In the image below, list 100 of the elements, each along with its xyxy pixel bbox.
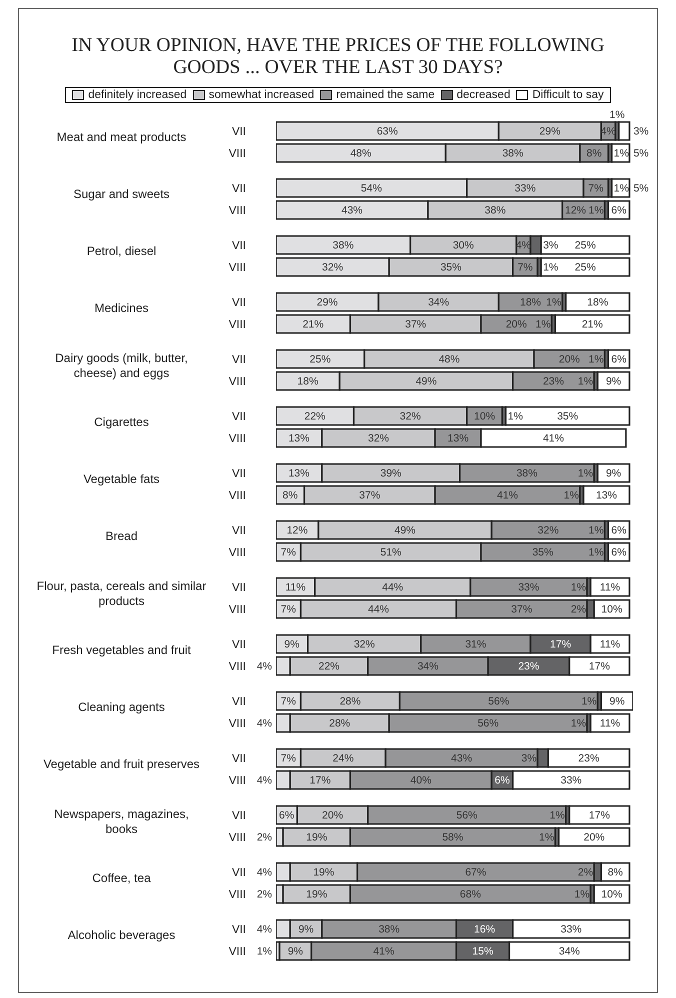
data-label: 19% [306,888,328,900]
data-label: 10% [474,410,496,422]
data-label: 41% [542,432,564,444]
data-label: 9% [606,376,622,388]
data-label: 44% [368,604,390,616]
data-label: 25% [574,240,596,252]
data-label: 37% [511,604,532,616]
data-label: 43% [341,204,363,216]
data-label: 17% [588,660,610,672]
y-tick-label: VII [232,639,246,652]
y-axis-title: Flour, pasta, cereals and similar products [36,578,206,608]
data-label: 32% [368,432,390,444]
data-label: 39% [380,468,402,480]
y-tick-label: VIII [228,376,246,388]
data-label: 21% [582,318,603,330]
data-label: 67% [465,866,486,878]
data-label: 13% [596,490,617,502]
data-label: 1% [564,490,579,502]
data-label: 1% [570,582,586,594]
data-label: 21% [302,318,324,330]
data-label: 29% [316,296,338,308]
data-label: 6% [611,354,626,366]
y-tick-label: VIII [228,604,246,616]
y-tick-label: VIII [228,718,246,730]
bar [600,691,633,711]
data-label: 44% [382,582,404,594]
chart-title: IN YOUR OPINION, HAVE THE PRICES OF THE FOLLOWING GOODS ... OVER THE LAST 30 DAYS? [70,34,606,80]
bar [554,314,630,334]
data-label: 20% [584,832,605,844]
data-label: 24% [332,752,354,764]
data-label: 18% [587,296,608,308]
y-tick-label: VII [232,696,246,708]
y-axis-title: Coffee, tea [92,871,151,886]
data-label: 5% [633,182,649,194]
y-tick-label: VIII [228,775,246,788]
data-label: 23% [578,752,600,764]
data-label: 7% [280,752,296,764]
data-label: 4% [256,660,272,672]
y-tick-label: VIII [228,433,246,446]
y-tick-label: VII [232,240,246,252]
data-label: 34% [428,296,450,308]
data-label: 41% [497,490,518,502]
y-tick-label: VII [232,297,246,310]
bar [590,577,630,597]
data-label: 37% [405,318,426,330]
data-label: 20% [322,810,344,822]
bar [618,121,630,141]
y-axis-title: Newspapers, magazines, books [53,806,190,836]
y-tick-label: VII [232,354,246,366]
data-label: 49% [394,524,416,536]
data-label: 32% [538,524,559,536]
legend-label: remained the same [336,89,435,101]
y-tick-label: VIII [228,319,246,332]
legend-label: decreased [456,89,510,101]
data-label: 1% [578,468,594,480]
legend-label: somewhat increased [208,89,314,101]
data-label: 1% [550,810,565,822]
data-label: 35% [440,262,462,274]
data-label: 8% [586,148,602,160]
data-label: 1% [570,718,586,730]
y-tick-label: VIII [228,661,246,674]
data-label: 23% [542,376,564,388]
data-label: 22% [304,410,326,422]
y-tick-label: VIII [228,889,246,902]
y-axis-title: Fresh vegetables and fruit [52,643,191,658]
data-label: 11% [285,582,306,594]
data-label: 12% [565,204,586,216]
data-label: 1% [536,318,551,330]
bar [582,485,630,505]
bar [504,406,630,426]
y-tick-label: VII [232,753,246,766]
y-axis-title: Cleaning agents [78,700,165,715]
bar [565,292,630,312]
data-label: 4% [256,774,272,786]
y-tick-label: VII [232,582,246,594]
data-label: 56% [478,718,499,730]
data-label: 13% [288,432,310,444]
data-label: 1% [543,262,558,274]
data-label: 1% [256,946,272,958]
data-label: 38% [502,148,524,160]
y-axis-title: Meat and meat products [56,130,186,145]
data-label: 68% [460,888,481,900]
data-label: 11% [600,582,620,594]
y-tick-label: VII [232,126,246,138]
y-axis-title: Dairy goods (milk, butter, cheese) and eggs [54,350,189,380]
y-axis-title: Vegetable and fruit preserves [43,757,200,772]
data-label: 56% [488,696,510,708]
data-label: 7% [280,546,296,558]
bar [558,827,630,847]
bar [593,884,630,904]
data-label: 1% [574,888,590,900]
data-label: 3% [543,240,558,252]
data-label: 3% [521,752,537,764]
data-label: 33% [560,924,582,936]
data-label: 48% [350,148,372,160]
data-label: 30% [452,240,474,252]
y-tick-label: VII [232,468,246,480]
data-label: 1% [581,696,597,708]
data-label: 1% [588,204,604,216]
data-label: 17% [588,810,610,822]
